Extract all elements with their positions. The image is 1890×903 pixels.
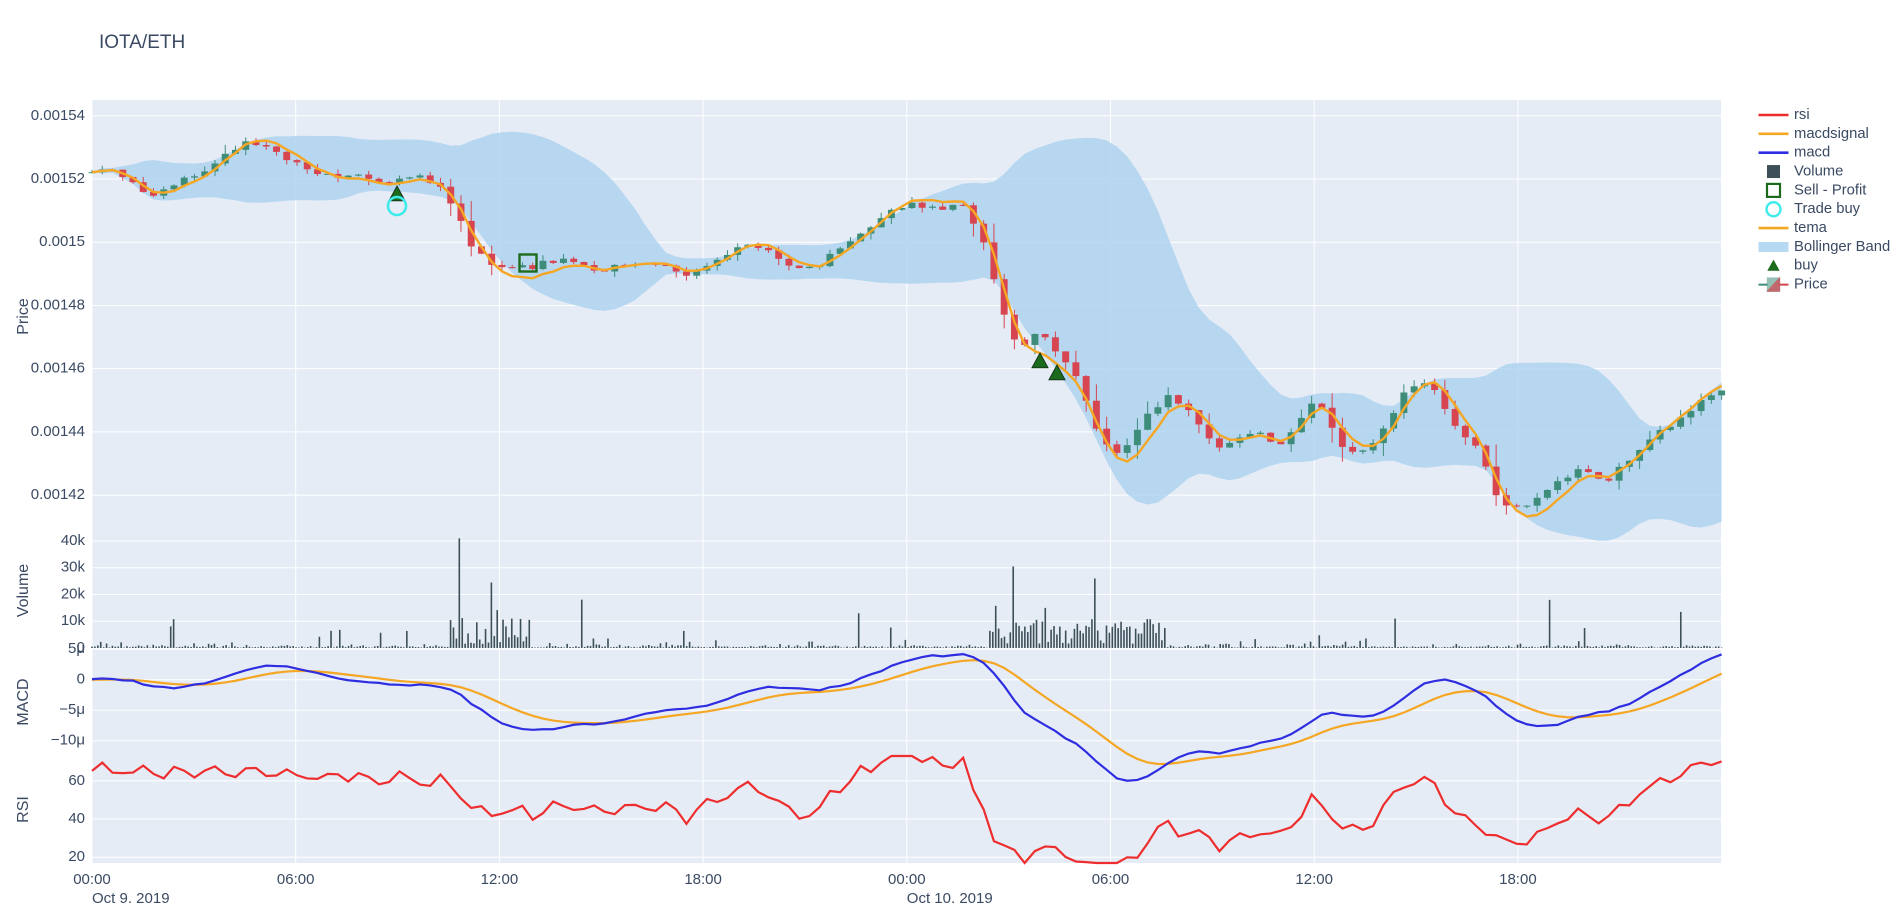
svg-text:40k: 40k	[61, 532, 86, 549]
svg-text:20k: 20k	[61, 585, 86, 602]
svg-text:Sell - Profit: Sell - Profit	[1794, 182, 1866, 198]
svg-text:rsi: rsi	[1794, 107, 1810, 123]
svg-text:macd: macd	[1794, 145, 1830, 161]
svg-text:Trade buy: Trade buy	[1794, 201, 1861, 217]
svg-text:Price: Price	[15, 298, 32, 335]
svg-text:00:00: 00:00	[73, 871, 111, 888]
svg-text:0: 0	[77, 671, 85, 688]
svg-text:Volume: Volume	[15, 564, 32, 617]
svg-text:20: 20	[68, 848, 85, 865]
svg-text:Oct 10, 2019: Oct 10, 2019	[907, 890, 993, 903]
svg-text:18:00: 18:00	[684, 871, 722, 888]
svg-text:Volume: Volume	[1794, 163, 1843, 179]
svg-text:60: 60	[68, 772, 85, 789]
svg-text:06:00: 06:00	[1092, 871, 1130, 888]
svg-text:30k: 30k	[61, 559, 86, 576]
svg-text:0.0015: 0.0015	[39, 233, 85, 250]
svg-text:00:00: 00:00	[888, 871, 926, 888]
svg-text:Oct 9, 2019: Oct 9, 2019	[92, 890, 170, 903]
svg-text:18:00: 18:00	[1499, 871, 1537, 888]
svg-text:0.00144: 0.00144	[31, 423, 85, 440]
svg-text:5μ: 5μ	[68, 640, 85, 657]
svg-text:0.00152: 0.00152	[31, 170, 85, 187]
svg-text:0.00154: 0.00154	[31, 107, 85, 124]
svg-text:Price: Price	[1794, 277, 1828, 293]
svg-text:−5μ: −5μ	[59, 701, 85, 718]
svg-text:12:00: 12:00	[1295, 871, 1333, 888]
svg-text:tema: tema	[1794, 220, 1828, 236]
svg-text:12:00: 12:00	[481, 871, 519, 888]
svg-text:RSI: RSI	[15, 796, 32, 823]
svg-text:buy: buy	[1794, 258, 1818, 274]
svg-text:Bollinger Band: Bollinger Band	[1794, 239, 1890, 255]
svg-text:−10μ: −10μ	[51, 732, 85, 749]
svg-text:0.00142: 0.00142	[31, 486, 85, 503]
svg-text:macdsignal: macdsignal	[1794, 126, 1869, 142]
svg-text:06:00: 06:00	[277, 871, 315, 888]
svg-text:40: 40	[68, 810, 85, 827]
svg-text:0.00146: 0.00146	[31, 360, 85, 377]
svg-text:0.00148: 0.00148	[31, 296, 85, 313]
svg-text:10k: 10k	[61, 612, 86, 629]
svg-text:MACD: MACD	[15, 678, 32, 725]
